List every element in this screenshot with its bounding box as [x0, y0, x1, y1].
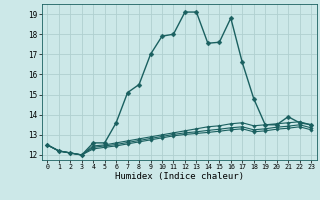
X-axis label: Humidex (Indice chaleur): Humidex (Indice chaleur) [115, 172, 244, 181]
